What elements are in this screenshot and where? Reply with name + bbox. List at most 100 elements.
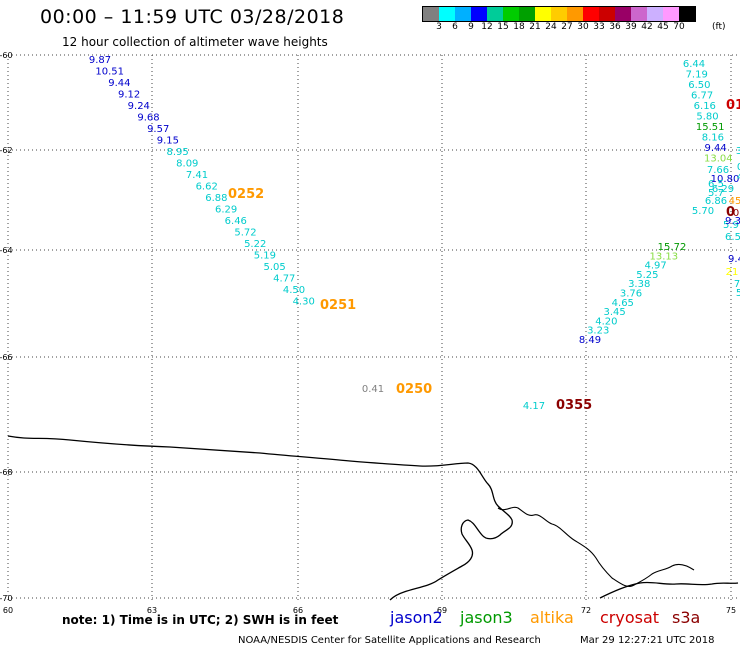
scale-swatch (679, 7, 695, 21)
wave-height-value: 8.16 (702, 133, 724, 144)
scale-swatch (551, 7, 567, 21)
wave-height-value: 5.19 (254, 251, 276, 262)
scale-swatch (615, 7, 631, 21)
scale-tick: 42 (641, 22, 653, 32)
wave-height-value: 5.72 (234, 228, 256, 239)
longitude-label: 60 (3, 606, 13, 615)
color-scale-ticks: 3 6 9 12 15 18 21 24 27 30 33 36 39 42 45 70 (422, 22, 740, 34)
longitude-labels: 60 63 66 69 72 75 (3, 606, 736, 615)
scale-tick: 36 (609, 22, 621, 32)
observation-labels: 9.8710.519.449.129.249.689.579.158.958.0… (89, 55, 740, 412)
scale-tick: 39 (625, 22, 637, 32)
longitude-label: 63 (147, 606, 157, 615)
wave-height-value: 10.80 (711, 174, 740, 185)
longitude-label: 75 (726, 606, 736, 615)
wave-height-value: 9.12 (118, 90, 140, 101)
longitude-label: 69 (437, 606, 447, 615)
pass-time-label: 0250 (396, 382, 432, 397)
wave-height-value: 9.15 (157, 136, 179, 147)
wave-height-value: 0 (733, 208, 739, 219)
wave-height-value: 6.50 (688, 80, 710, 91)
scale-tick: 27 (561, 22, 573, 32)
coastline (7, 435, 513, 601)
wave-height-value: 0.41 (362, 384, 384, 395)
latitude-label: -64 (0, 246, 13, 255)
wave-height-value: 6.62 (196, 182, 218, 193)
scale-tick: 12 (481, 22, 493, 32)
scale-tick: 15 (497, 22, 509, 32)
scale-swatch (631, 7, 647, 21)
scale-tick: 18 (513, 22, 525, 32)
wave-height-value: 3.76 (620, 289, 642, 300)
wave-height-value: 5.7 (708, 188, 724, 199)
generation-timestamp: Mar 29 12:27:21 UTC 2018 (580, 635, 715, 646)
wave-height-value: 15.51 (696, 122, 725, 133)
scale-unit: (ft) (712, 22, 726, 32)
pass-labels: 0252 0251 0250 0355 (228, 187, 592, 413)
wave-height-value: 5.05 (263, 262, 285, 273)
wave-height-value: 5.70 (692, 206, 714, 217)
scale-tick: 24 (545, 22, 557, 32)
longitude-label: 72 (581, 606, 591, 615)
coastline-east (599, 581, 739, 599)
wave-height-color-scale (422, 6, 696, 22)
scale-tick: 6 (452, 22, 458, 32)
footnote: note: 1) Time is in UTC; 2) SWH is in fe… (62, 613, 339, 627)
wave-height-value: 5.80 (696, 112, 718, 123)
wave-height-value: 6.77 (691, 91, 713, 102)
wave-height-value: 6.86 (705, 196, 727, 207)
wave-height-value: 5 (736, 288, 740, 299)
wave-height-value: 13.04 (704, 154, 733, 165)
latitude-label: -68 (0, 468, 13, 477)
wave-height-value: 6.5 (725, 232, 740, 243)
map-subtitle: 12 hour collection of altimeter wave hei… (62, 35, 328, 49)
wave-height-value: 9.87 (89, 55, 111, 66)
legend-entry-jason2: jason2 (390, 608, 443, 627)
scale-tick: 21 (529, 22, 541, 32)
wave-height-value: 4.50 (283, 285, 305, 296)
latitude-label: -66 (0, 353, 13, 362)
coastline-inlet (497, 506, 695, 587)
graticule (7, 54, 740, 600)
wave-height-value: 3.23 (587, 326, 609, 337)
wave-height-value: 9.44 (108, 78, 130, 89)
wave-height-value: 6.46 (225, 216, 247, 227)
wave-height-value: 5.9 (723, 220, 739, 231)
wave-height-value: 7.66 (707, 165, 729, 176)
latitude-label: -62 (0, 146, 13, 155)
pass-label-clipped: 01 (726, 98, 740, 113)
wave-height-value: 9.3 (725, 216, 740, 227)
scale-swatch (599, 7, 615, 21)
legend-entry-s3a: s3a (672, 608, 701, 627)
wave-height-value: 6.44 (683, 59, 705, 70)
scale-swatch (663, 7, 679, 21)
wave-height-value: 5.25 (636, 270, 658, 281)
wave-height-value: 6.29 (712, 184, 734, 195)
wave-height-value: 4.97 (644, 261, 666, 272)
latitude-labels: -60 -62 -64 -66 -68 -70 (0, 51, 13, 603)
wave-height-value: 8.49 (579, 335, 601, 346)
wave-height-value: 4.17 (523, 401, 545, 412)
scale-swatch (519, 7, 535, 21)
wave-height-value: 5.22 (244, 239, 266, 250)
legend-entry-altika: altika (530, 608, 574, 627)
scale-tick: 9 (468, 22, 474, 32)
legend-entry-jason3: jason3 (460, 608, 513, 627)
scale-tick: 3 (436, 22, 442, 32)
wave-height-value: 4.65 (612, 298, 634, 309)
wave-height-value: 21 (726, 267, 739, 278)
scale-tick: 30 (577, 22, 589, 32)
wave-height-value: 9.44 (704, 143, 726, 154)
pass-label-clipped: 0 (726, 205, 735, 220)
wave-height-value: 3 (736, 146, 740, 157)
scale-swatch (439, 7, 455, 21)
legend-entry-cryosat: cryosat (600, 608, 660, 627)
wave-height-value: 9.68 (137, 113, 159, 124)
longitude-label: 66 (293, 606, 303, 615)
scale-swatch (535, 7, 551, 21)
wave-height-value: 13.13 (649, 251, 678, 262)
wave-height-value: 6.29 (215, 205, 237, 216)
wave-height-value: 8.95 (166, 147, 188, 158)
wave-height-value: 10.51 (95, 67, 124, 78)
